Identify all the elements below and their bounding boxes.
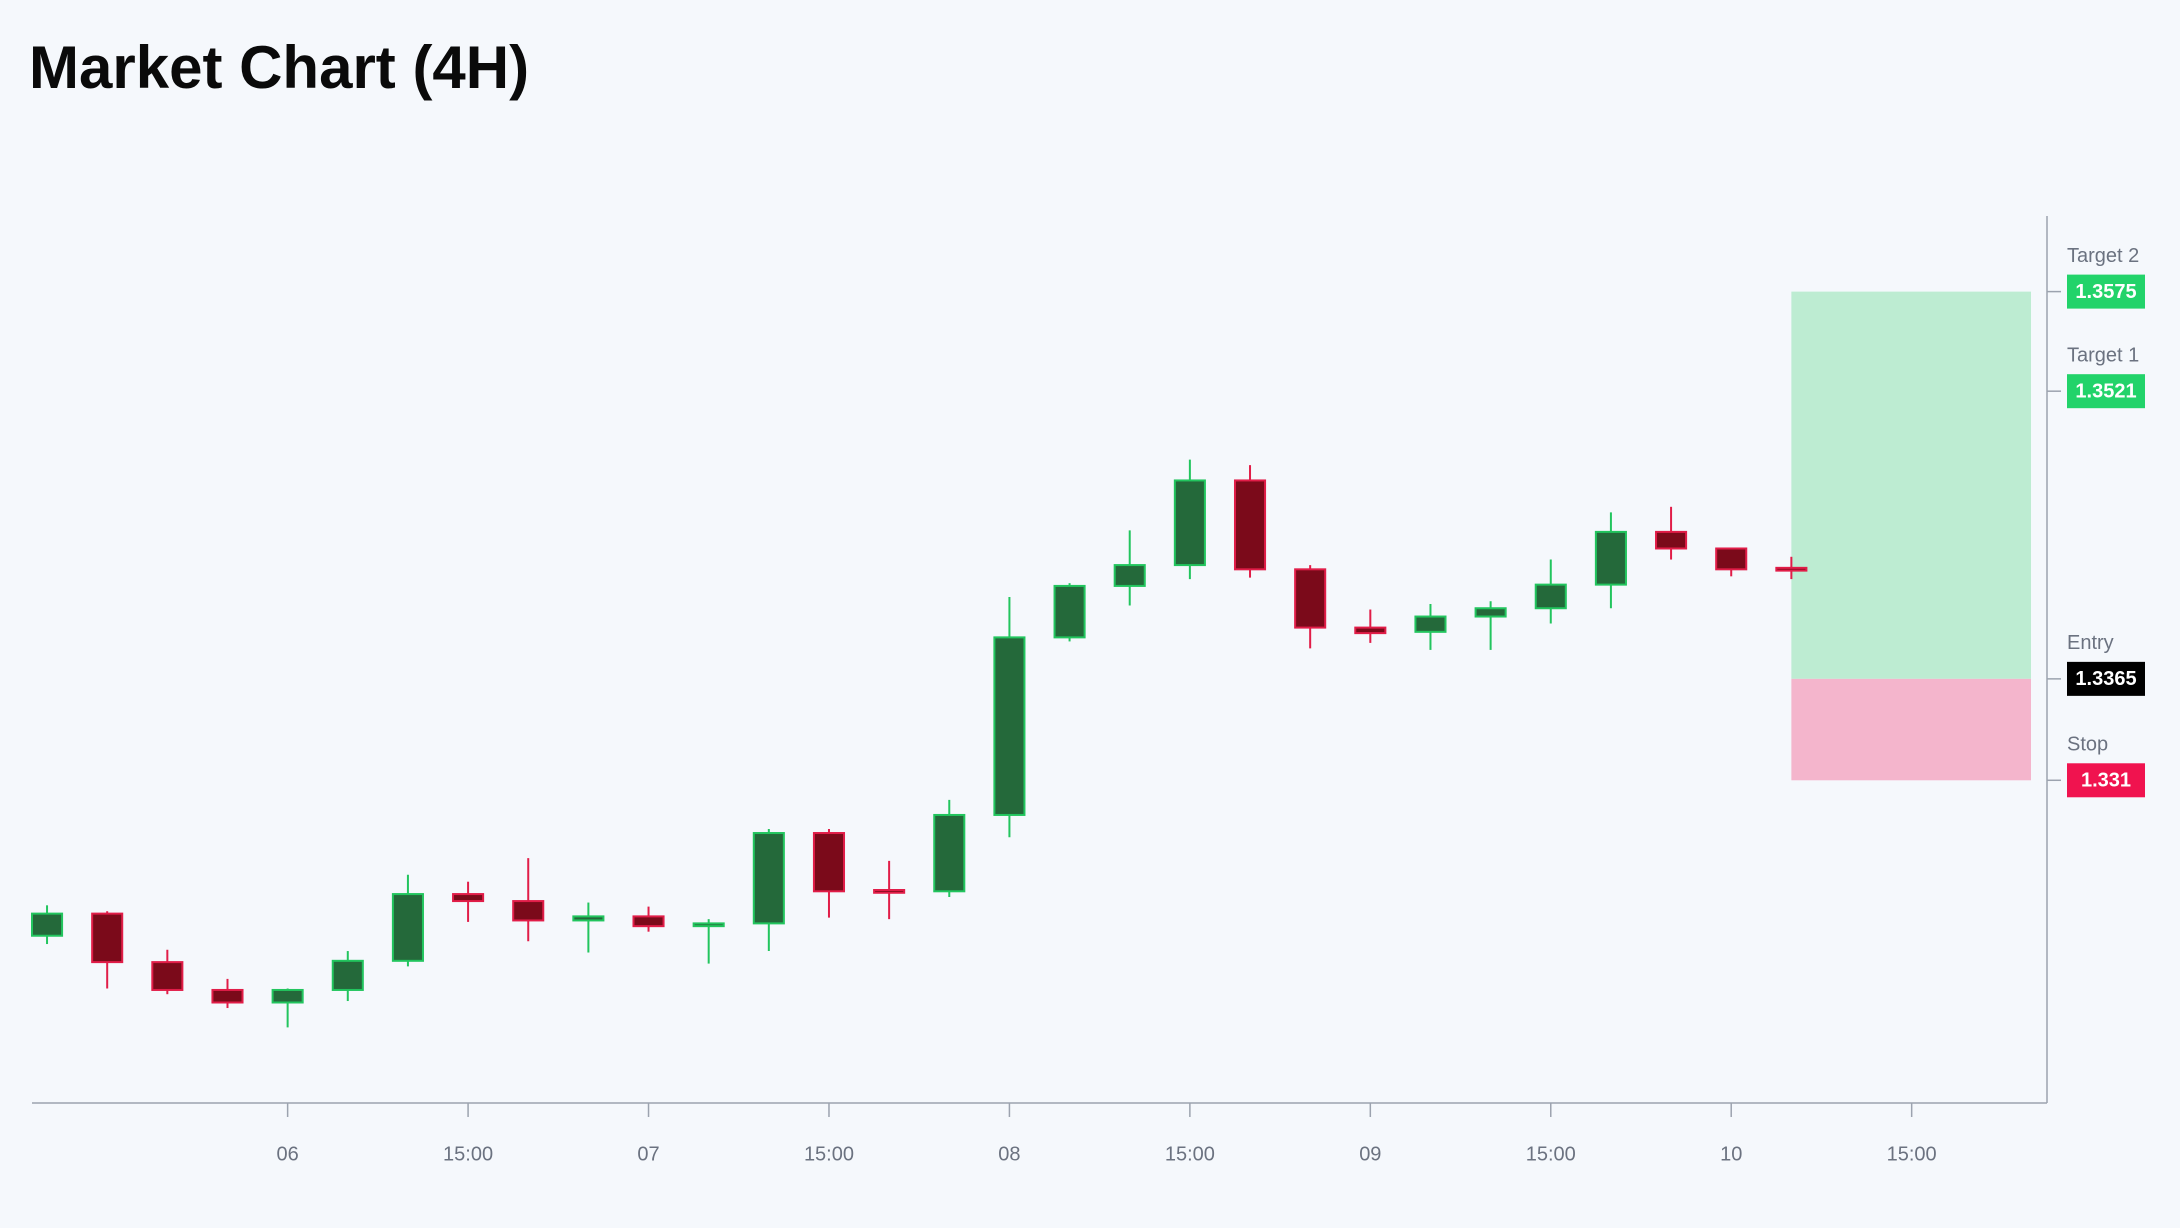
candle-body <box>1414 615 1447 633</box>
x-tick-label: 07 <box>637 1143 659 1165</box>
x-tick-label: 15:00 <box>1526 1143 1576 1165</box>
candle-body <box>993 636 1026 816</box>
x-tick-label: 06 <box>277 1143 299 1165</box>
level-badge <box>2067 274 2145 309</box>
candle-body <box>391 893 424 962</box>
candle-body <box>632 915 665 928</box>
candle-body <box>1474 607 1507 618</box>
level-badge <box>2067 374 2145 409</box>
plot-area: 06 15:00 07 15:00 08 15:00 09 15:00 10 15:00 Targe… <box>31 216 2145 1165</box>
level-name: Target 1 <box>2067 344 2139 366</box>
candle-body <box>512 900 545 922</box>
candle-body <box>331 959 364 991</box>
candle-body <box>31 912 64 937</box>
candle-body <box>1053 584 1086 639</box>
candle-body <box>933 813 966 893</box>
candle-body <box>271 988 304 1004</box>
candle-body <box>1534 583 1567 610</box>
x-tick-label: 15:00 <box>1165 1143 1215 1165</box>
loss-zone <box>1791 678 2031 781</box>
candle-body <box>812 832 846 893</box>
candle-body <box>692 922 725 928</box>
candle-body <box>1294 568 1327 629</box>
candle-body <box>1655 530 1688 550</box>
level-name: Stop <box>2067 734 2108 756</box>
candle-body <box>1354 626 1387 635</box>
level-value: 1.3365 <box>2075 668 2136 690</box>
x-tick-label: 09 <box>1359 1143 1381 1165</box>
level-name: Target 2 <box>2067 245 2139 267</box>
level-value: 1.3575 <box>2075 281 2136 303</box>
candle-body <box>1715 547 1748 571</box>
candle-body <box>1594 530 1627 586</box>
candle-body <box>151 961 184 991</box>
candle-body <box>1233 479 1267 571</box>
candle-body <box>1173 479 1206 567</box>
level-badge <box>2067 763 2145 798</box>
candle-body <box>752 832 785 925</box>
level-value: 1.3521 <box>2075 380 2136 402</box>
chart-title: Market Chart (4H) <box>29 34 529 101</box>
candle-body <box>873 889 906 894</box>
x-tick-label: 15:00 <box>804 1143 854 1165</box>
candle-body <box>211 988 244 1004</box>
x-tick-label: 15:00 <box>443 1143 493 1165</box>
level-value: 1.331 <box>2081 770 2131 792</box>
candle-body <box>91 912 124 964</box>
level-name: Entry <box>2067 632 2114 654</box>
candle-body <box>452 893 485 903</box>
x-tick-label: 08 <box>998 1143 1020 1165</box>
level-badge <box>2067 661 2145 696</box>
profit-zone <box>1791 291 2031 679</box>
x-tick-label: 10 <box>1720 1143 1742 1165</box>
x-tick-label: 15:00 <box>1887 1143 1937 1165</box>
candle-body <box>1775 566 1808 572</box>
candle-body <box>1113 564 1146 587</box>
candle-body <box>572 915 605 922</box>
